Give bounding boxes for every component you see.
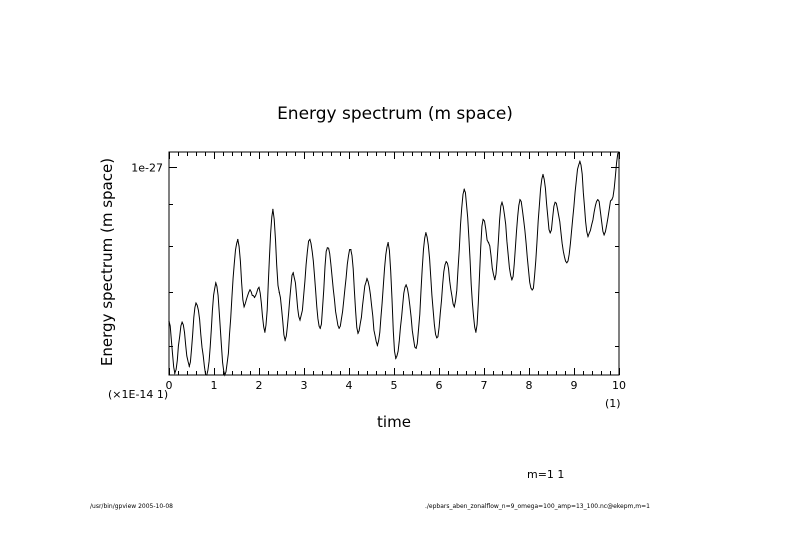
axis-ticks [169,152,620,375]
data-point [264,331,266,333]
data-point [603,234,605,236]
data-point [549,232,551,234]
x-tick-label: 3 [301,379,308,392]
x-tick-label: 6 [436,379,443,392]
data-point [253,296,256,298]
legend-label: m=1 1 [527,468,564,481]
x-tick-labels: 0 1 2 3 4 5 6 7 8 9 10 [166,379,627,392]
data-point [519,199,521,201]
data-point [579,160,581,163]
x-scale-note: (×1E-14 1) [108,388,168,401]
x-tick-label: 4 [346,379,353,392]
data-point [326,247,328,249]
data-point [206,374,208,376]
data-point [542,173,544,176]
data-point [357,332,359,334]
data-point [215,282,217,284]
data-point [309,238,311,241]
data-point [436,337,438,339]
x-axis-label: time [377,413,411,431]
data-point [188,365,190,367]
data-point [395,357,397,359]
data-point [494,279,496,281]
series-line [168,151,620,377]
data-point [237,238,239,241]
data-point [482,218,484,221]
data-point [249,289,251,291]
data-point [319,327,321,329]
x-tick-label: 1 [211,379,218,392]
data-point [258,286,260,288]
x-tick-label: 9 [571,379,578,392]
x-tick-label: 7 [481,379,488,392]
data-point [618,151,620,153]
data-point [511,279,513,281]
data-point [181,321,183,323]
data-point [292,272,294,274]
x-tick-label: 2 [256,379,263,392]
y-tick-labels: 1e-27 [131,162,163,175]
data-point [278,291,280,293]
footer-right: ./epbars_aben_zonalflow_n=9_omega=100_am… [425,503,650,510]
data-point [272,208,274,210]
y-axis-label: Energy spectrum (m space) [98,158,116,366]
data-point [587,235,589,238]
data-point [425,232,427,234]
y-tick-label: 1e-27 [131,162,163,175]
data-point [405,284,407,286]
data-point [284,339,286,341]
data-point [366,278,368,280]
data-point [475,331,477,333]
data-point [415,347,417,349]
data-point [453,306,455,308]
data-point [350,249,352,251]
data-point [243,306,245,308]
data-point [387,242,389,244]
data-point [531,289,533,291]
footer-left: /usr/bin/gpview 2005-10-08 [90,503,173,510]
x-tick-label: 0 [166,379,173,392]
data-point [463,188,465,191]
data-point [487,242,490,244]
data-point [168,320,170,322]
series-points [168,151,620,376]
x-tick-label: 8 [526,379,533,392]
x-tick-label: 10 [612,379,626,392]
data-point [597,199,599,201]
chart-title: Energy spectrum (m space) [277,104,513,124]
x-unit-note: (1) [605,397,621,410]
data-point [338,327,340,329]
data-point [174,372,176,374]
x-tick-label: 5 [391,379,398,392]
data-point [224,374,226,376]
data-point [611,199,613,201]
data-point [376,344,378,346]
data-point [501,201,503,203]
data-point [299,319,301,321]
data-point [566,262,568,264]
data-point [554,201,556,203]
data-point [195,302,197,304]
data-point [445,261,447,263]
